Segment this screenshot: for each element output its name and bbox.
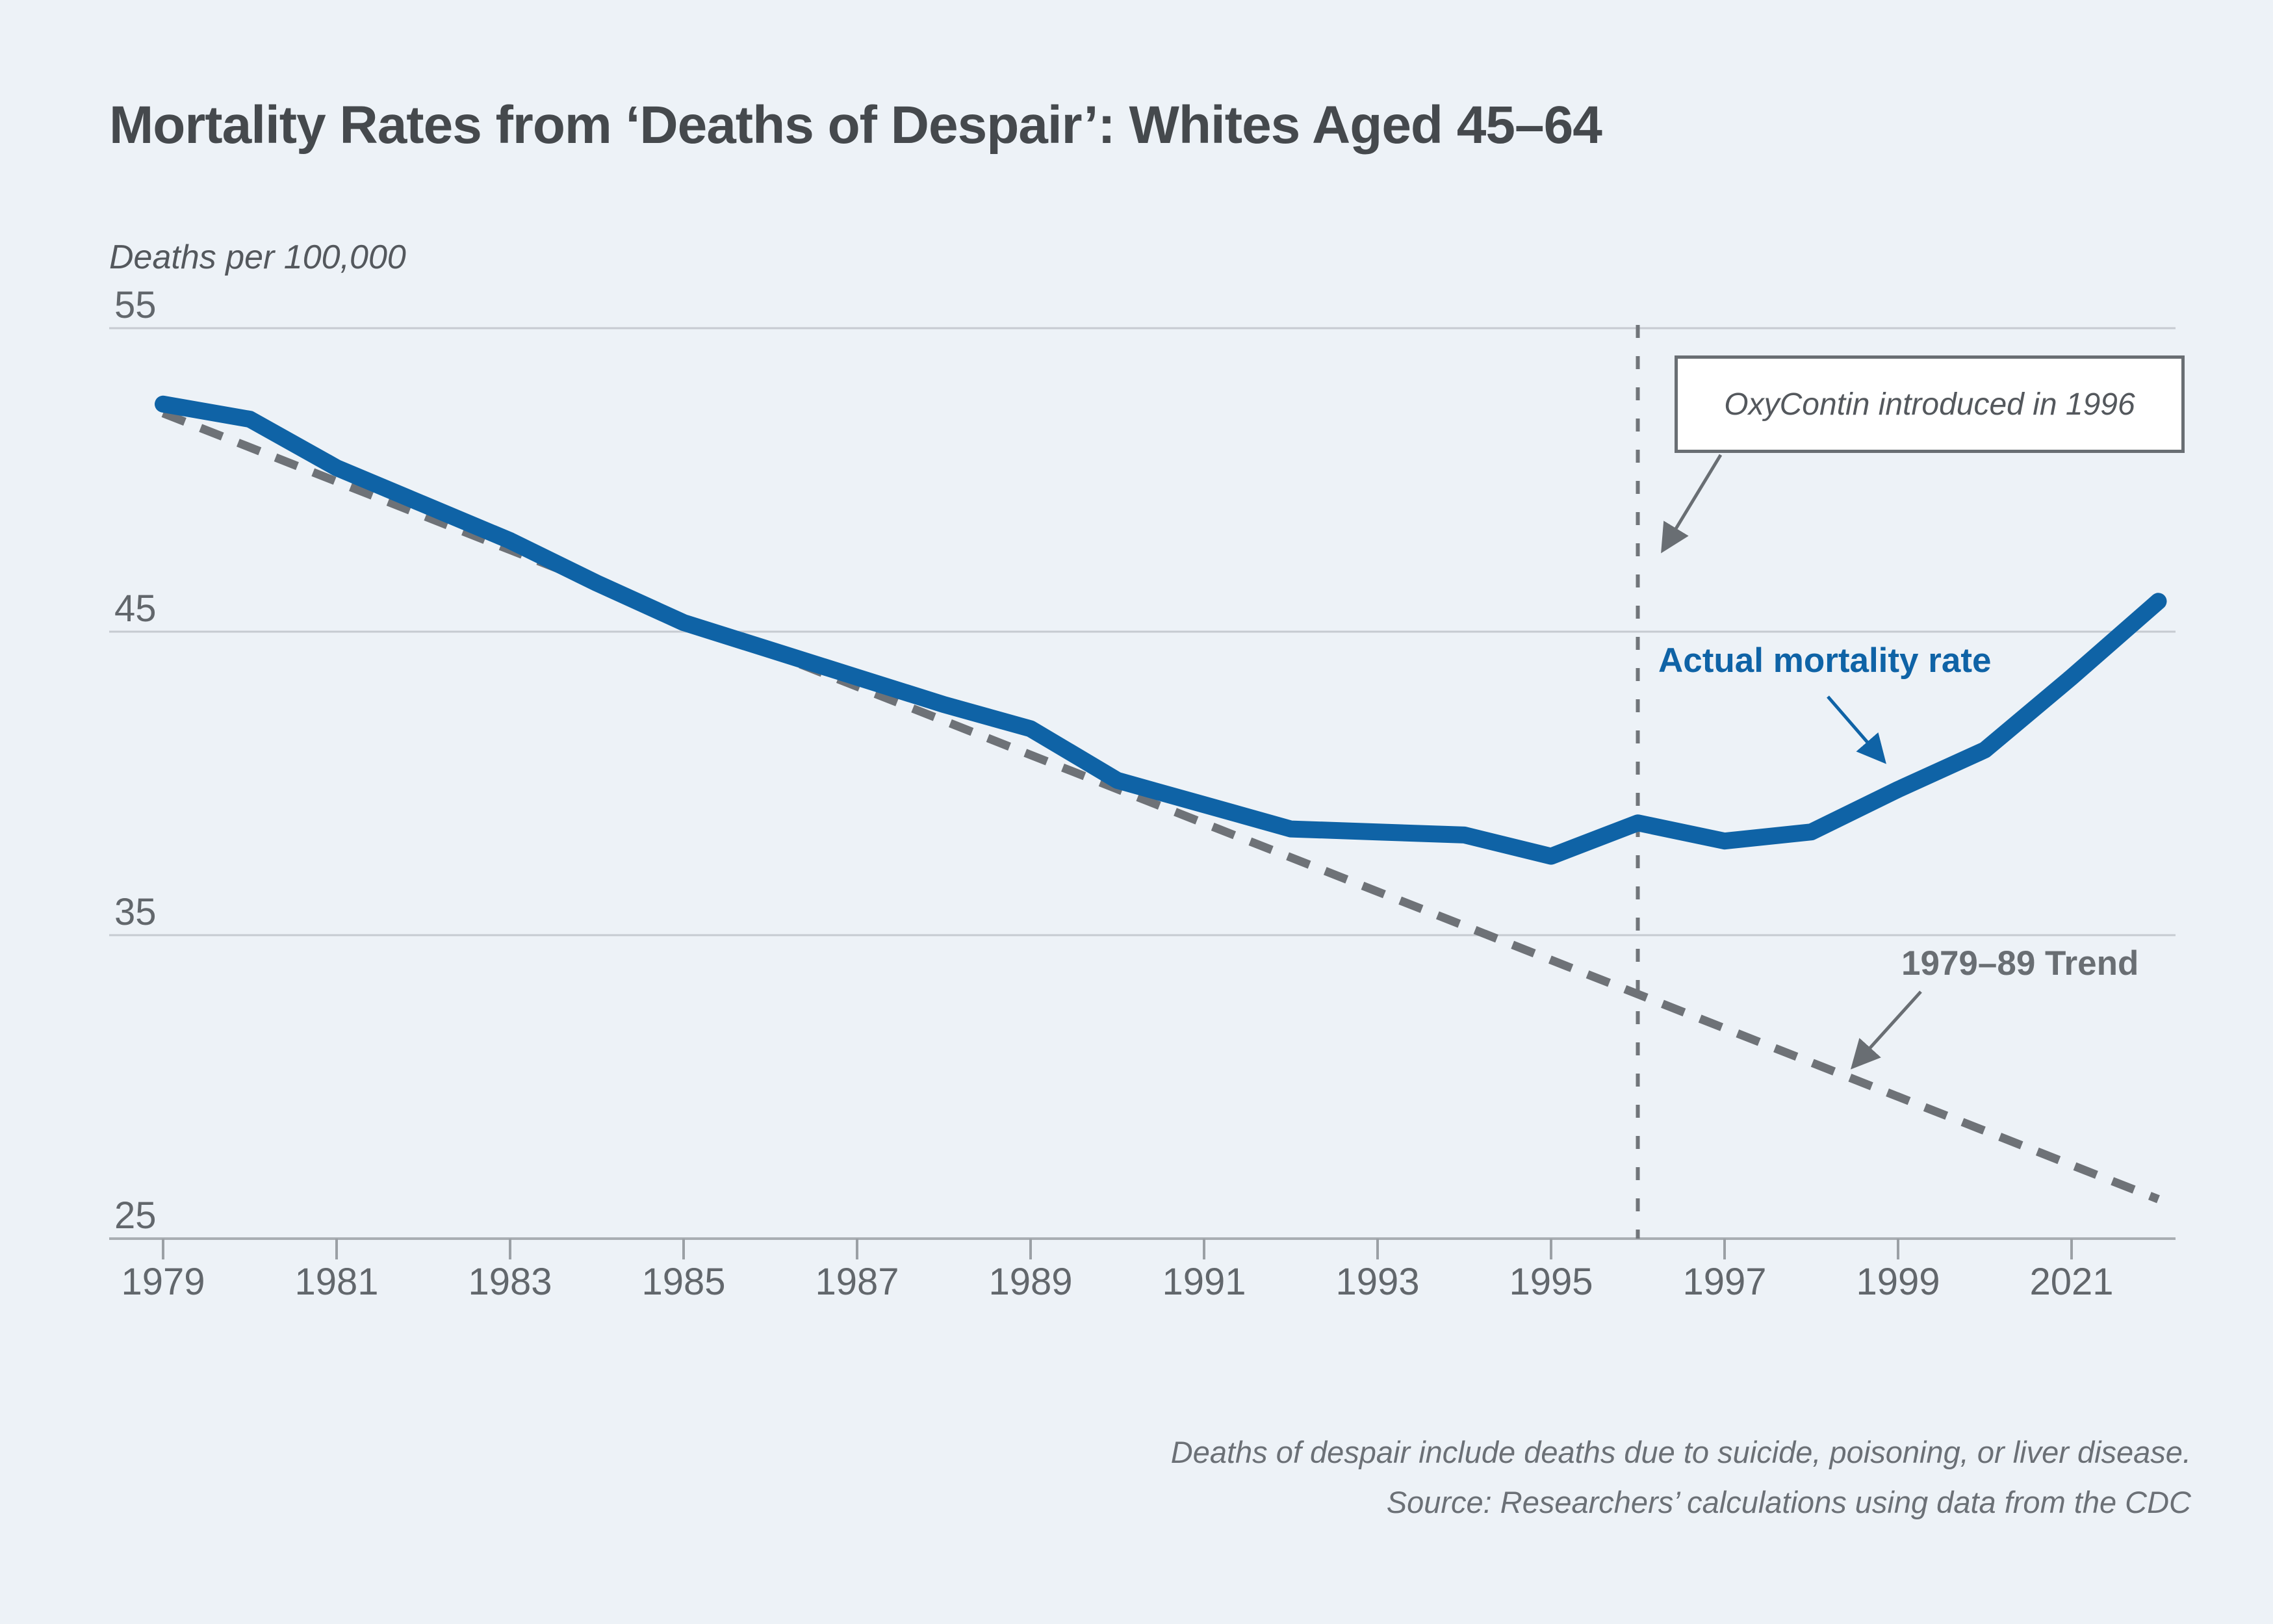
x-tick-label: 1985: [641, 1261, 725, 1303]
y-tick-label: 45: [114, 587, 157, 630]
trend-label-arrow: [1850, 990, 1922, 1070]
footnote-source: Source: Researchers’ calculations using …: [1386, 1485, 2191, 1520]
trend-label: 1979–89 Trend: [1901, 944, 2139, 983]
x-tick-label: 1991: [1162, 1261, 1246, 1303]
x-tick-label: 1997: [1682, 1261, 1766, 1303]
y-tick-label: 25: [114, 1194, 157, 1237]
x-tick-label: 1979: [121, 1261, 205, 1303]
oxycontin-annotation-text: OxyContin introduced in 1996: [1724, 387, 2135, 422]
oxycontin-annotation-box: OxyContin introduced in 1996: [1675, 355, 2185, 453]
trend-line: [161, 409, 2160, 1204]
x-tick-label: 1983: [468, 1261, 552, 1303]
actual-mortality-rate-label: Actual mortality rate: [1658, 641, 1992, 680]
x-tick-label: 2021: [2029, 1261, 2113, 1303]
x-tick-label: 1989: [988, 1261, 1072, 1303]
chart-footnote: Deaths of despair include deaths due to …: [1171, 1427, 2191, 1527]
actual-mortality-line: [155, 395, 2167, 865]
page-title: Mortality Rates from ‘Deaths of Despair’…: [109, 96, 1602, 155]
x-tick-label: 1993: [1335, 1261, 1419, 1303]
y-tick-label: 55: [114, 284, 157, 326]
oxycontin-arrow: [1661, 454, 1723, 554]
y-tick-label: 35: [114, 891, 157, 933]
footnote-definition: Deaths of despair include deaths due to …: [1170, 1435, 2191, 1469]
x-tick-label: 1981: [294, 1261, 378, 1303]
x-tick-label: 1987: [815, 1261, 899, 1303]
x-tick-label: 1999: [1856, 1261, 1940, 1303]
y-axis-unit-label: Deaths per 100,000: [109, 238, 406, 276]
x-tick-label: 1995: [1509, 1261, 1593, 1303]
actual-label-arrow: [1827, 695, 1886, 764]
